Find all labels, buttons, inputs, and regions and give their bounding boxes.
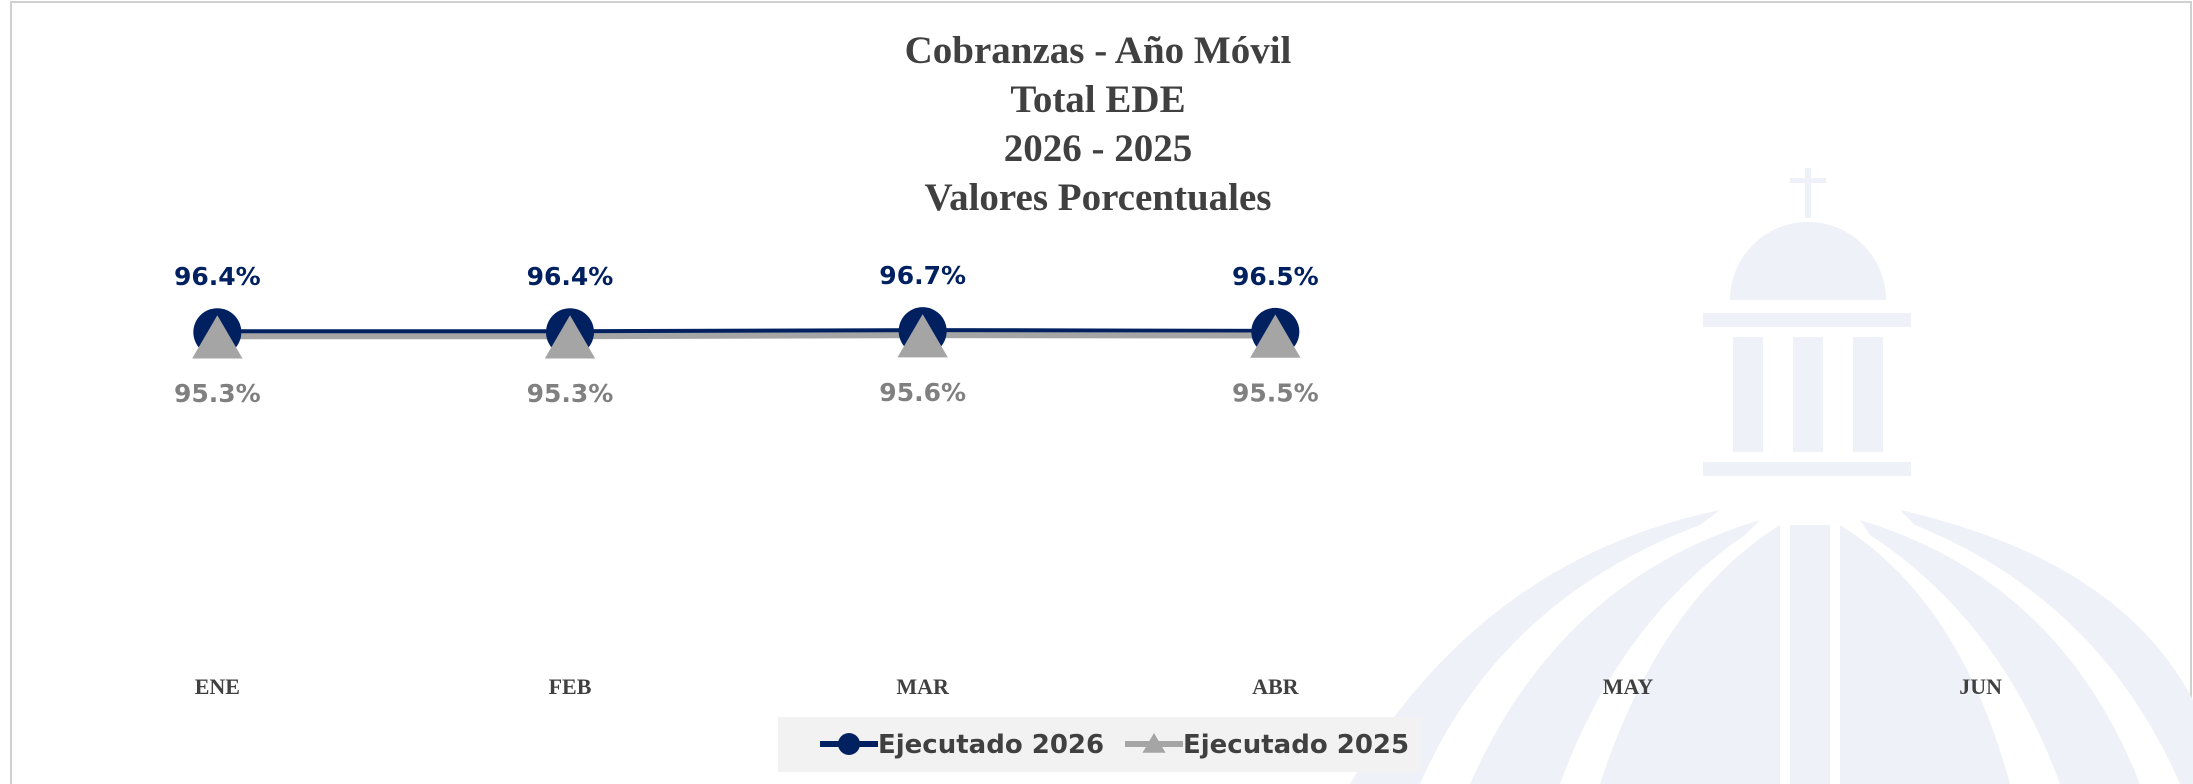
chart-title: Total EDE — [1010, 78, 1185, 121]
x-tick-label: MAR — [896, 674, 950, 699]
series-line — [217, 331, 1275, 332]
data-label: 96.4% — [174, 262, 261, 291]
x-tick-label: ABR — [1252, 674, 1300, 699]
chart-title: 2026 - 2025 — [1004, 127, 1193, 170]
chart-title: Cobranzas - Año Móvil — [905, 29, 1292, 72]
watermark — [1350, 168, 2193, 784]
data-label: 95.5% — [1232, 379, 1319, 408]
legend-label: Ejecutado 2026 — [878, 730, 1104, 760]
x-tick-label: ENE — [195, 674, 240, 699]
x-tick-label: JUN — [1959, 674, 2002, 699]
x-tick-label: FEB — [549, 674, 592, 699]
legend-label: Ejecutado 2025 — [1183, 730, 1409, 760]
data-label: 95.3% — [174, 379, 261, 408]
series-line — [217, 335, 1275, 336]
legend-marker — [838, 733, 860, 755]
chart-title: Valores Porcentuales — [924, 176, 1271, 219]
data-label: 96.7% — [879, 261, 966, 290]
chart: Cobranzas - Año Móvil Total EDE 2026 - 202… — [0, 0, 2193, 784]
data-label: 96.4% — [527, 262, 614, 291]
data-label: 96.5% — [1232, 262, 1319, 291]
data-label: 95.6% — [879, 378, 966, 407]
data-label: 95.3% — [527, 379, 614, 408]
x-tick-label: MAY — [1603, 674, 1654, 699]
page: Cobranzas - Año Móvil Total EDE 2026 - 202… — [0, 0, 2193, 784]
